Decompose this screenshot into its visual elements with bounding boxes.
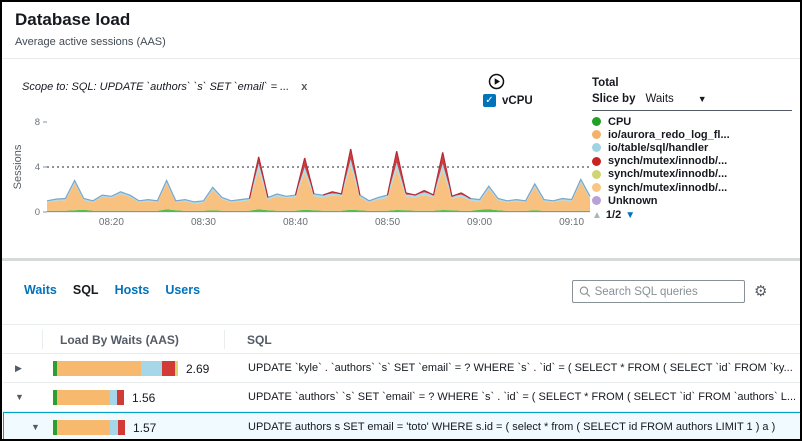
legend-swatch-icon (592, 169, 601, 179)
table-row[interactable]: ▶ 2.69 UPDATE `kyle` . `authors` `s` SET `… (3, 354, 800, 383)
legend-total-label: Total (592, 77, 619, 89)
svg-text:Sessions: Sessions (12, 144, 24, 189)
scope-filter-label: Scope to: SQL: UPDATE `authors` `s` SET … (22, 81, 290, 93)
legend-swatch-icon (592, 196, 601, 206)
tab-users[interactable]: Users (165, 283, 201, 297)
sql-text: UPDATE authors s SET email = 'toto' WHER… (248, 421, 776, 433)
legend-item-label: io/aurora_redo_log_fl... (608, 128, 730, 141)
table-header: Load By Waits (AAS) SQL (2, 324, 800, 354)
bar-segment (57, 390, 110, 405)
play-button[interactable] (488, 73, 505, 90)
svg-text:08:40: 08:40 (283, 217, 308, 228)
bar-segment (110, 390, 117, 405)
vcpu-label: vCPU (502, 94, 533, 107)
legend-item-label: synch/mutex/innodb/... (608, 168, 728, 181)
load-by-waits-bar (53, 361, 178, 376)
svg-text:09:00: 09:00 (467, 217, 492, 228)
aas-value: 1.56 (132, 391, 156, 405)
legend-items: CPU io/aurora_redo_log_fl... io/table/sql/… (592, 115, 799, 207)
page-subtitle: Average active sessions (AAS) (15, 36, 166, 48)
collapse-row-icon[interactable]: ▼ (31, 422, 40, 432)
header-divider (2, 58, 800, 59)
legend-swatch-icon (592, 183, 601, 193)
column-separator (42, 330, 43, 349)
legend-item[interactable]: synch/mutex/innodb/... (592, 181, 799, 194)
legend-swatch-icon (592, 130, 601, 140)
load-by-waits-bar (53, 390, 124, 405)
chart-legend: Total Slice by Waits ▼ CPU io/aurora_redo… (592, 77, 799, 221)
svg-text:08:30: 08:30 (191, 217, 216, 228)
load-chart[interactable]: 0 4 8 Sessions 08:20 08:30 08:40 08:50 09:00 09:1… (2, 108, 602, 240)
svg-text:8: 8 (35, 117, 40, 128)
tab-sql[interactable]: SQL (72, 283, 99, 297)
legend-item-label: synch/mutex/innodb/... (608, 155, 728, 168)
panel-divider (2, 258, 800, 261)
legend-item[interactable]: io/table/sql/handler (592, 141, 799, 154)
svg-text:08:20: 08:20 (99, 217, 124, 228)
legend-pagination: ▲ 1/2 ▼ (592, 209, 799, 221)
svg-text:09:10: 09:10 (559, 217, 584, 228)
legend-item[interactable]: io/aurora_redo_log_fl... (592, 128, 799, 141)
slice-by-dropdown-icon[interactable]: ▼ (697, 94, 707, 104)
load-by-waits-bar (53, 420, 125, 435)
legend-item-label: CPU (608, 115, 632, 128)
search-box (572, 280, 745, 303)
legend-item-label: synch/mutex/innodb/... (608, 181, 728, 194)
bar-segment (57, 420, 110, 435)
collapse-row-icon[interactable]: ▼ (15, 392, 24, 402)
tab-hosts[interactable]: Hosts (114, 283, 150, 297)
aas-value: 2.69 (186, 362, 210, 376)
bar-segment (162, 361, 175, 376)
vcpu-toggle: ✓ vCPU (483, 94, 533, 107)
sql-text: UPDATE `kyle` . `authors` `s` SET `email… (248, 362, 793, 374)
legend-page-down-icon[interactable]: ▼ (625, 209, 636, 221)
bar-segment (141, 361, 162, 376)
page-title: Database load (15, 10, 131, 29)
svg-text:08:50: 08:50 (375, 217, 400, 228)
column-separator (224, 330, 225, 349)
slice-by-value[interactable]: Waits (645, 93, 674, 105)
aas-value: 1.57 (133, 421, 157, 435)
dimension-tabs: Waits SQL Hosts Users (24, 283, 200, 297)
legend-swatch-icon (592, 156, 601, 166)
svg-text:4: 4 (35, 162, 40, 173)
legend-swatch-icon (592, 143, 601, 153)
bar-segment (53, 390, 57, 405)
bar-segment (175, 361, 178, 376)
svg-text:0: 0 (35, 207, 40, 218)
page-header: Database load Average active sessions (A… (15, 10, 166, 48)
bar-segment (57, 361, 141, 376)
slice-by-control: Slice by Waits ▼ (592, 93, 799, 105)
tab-waits[interactable]: Waits (24, 283, 57, 297)
slice-by-label: Slice by (592, 93, 636, 105)
scope-filter-chip: Scope to: SQL: UPDATE `authors` `s` SET … (22, 81, 307, 93)
bar-segment (117, 390, 124, 405)
search-input[interactable] (592, 284, 738, 299)
legend-item[interactable]: synch/mutex/innodb/... (592, 155, 799, 168)
bar-segment (53, 361, 57, 376)
search-icon (579, 286, 591, 297)
legend-item-label: io/table/sql/handler (608, 141, 709, 154)
legend-divider (592, 110, 792, 111)
bar-segment (110, 420, 118, 435)
legend-item-label: Unknown (608, 194, 658, 207)
sql-text: UPDATE `authors` `s` SET `email` = ? WHE… (248, 391, 795, 403)
legend-page-number: 1/2 (605, 209, 622, 222)
table-row[interactable]: ▼ 1.56 UPDATE `authors` `s` SET `email` = … (3, 383, 800, 412)
legend-item[interactable]: synch/mutex/innodb/... (592, 168, 799, 181)
settings-gear-icon[interactable]: ⚙ (754, 282, 768, 300)
column-header-sql: SQL (247, 333, 272, 347)
legend-item[interactable]: Unknown (592, 194, 799, 207)
table-row[interactable]: ▼ 1.57 UPDATE authors s SET email = 'toto'… (3, 412, 800, 439)
vcpu-checkbox[interactable]: ✓ (483, 94, 496, 107)
bar-segment (53, 420, 57, 435)
column-header-load: Load By Waits (AAS) (60, 333, 179, 347)
legend-page-up-icon[interactable]: ▲ (592, 209, 602, 221)
expand-row-icon[interactable]: ▶ (15, 363, 22, 373)
legend-item[interactable]: CPU (592, 115, 799, 128)
legend-swatch-icon (592, 117, 601, 127)
bar-segment (118, 420, 125, 435)
scope-filter-close-icon[interactable]: x (301, 81, 308, 93)
